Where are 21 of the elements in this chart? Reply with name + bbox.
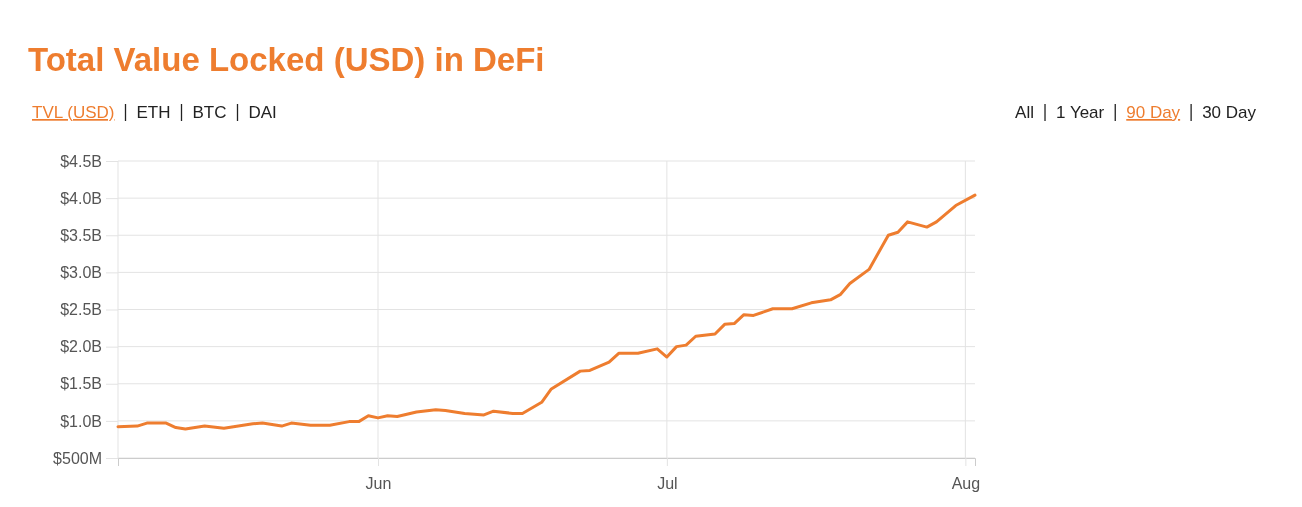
text: ETH [136, 103, 171, 122]
text: DAI [248, 103, 277, 122]
y-tick-label: $4.0B [60, 189, 102, 207]
text: 1 Year [1056, 103, 1105, 122]
text: 90 Day [1126, 103, 1181, 122]
x-tick-label: Jul [657, 475, 678, 493]
text: All [1015, 103, 1035, 122]
y-tick-label: $500M [53, 449, 102, 467]
x-tick-label: Aug [951, 475, 981, 493]
y-tick-label: $3.0B [60, 263, 102, 281]
y-tick-label: $2.0B [60, 338, 102, 356]
y-tick-label: $2.5B [60, 301, 102, 319]
text: TVL (USD) [32, 103, 115, 122]
x-tick-label: Jun [365, 475, 392, 493]
y-tick-label: $3.5B [60, 226, 102, 244]
text: 30 Day [1202, 103, 1257, 122]
chart-title: Total Value Locked (USD) in DeFi [28, 41, 545, 78]
y-tick-label: $1.0B [60, 412, 102, 430]
y-tick-label: $4.5B [60, 152, 102, 170]
y-tick-label: $1.5B [60, 375, 102, 393]
text: BTC [192, 103, 227, 122]
